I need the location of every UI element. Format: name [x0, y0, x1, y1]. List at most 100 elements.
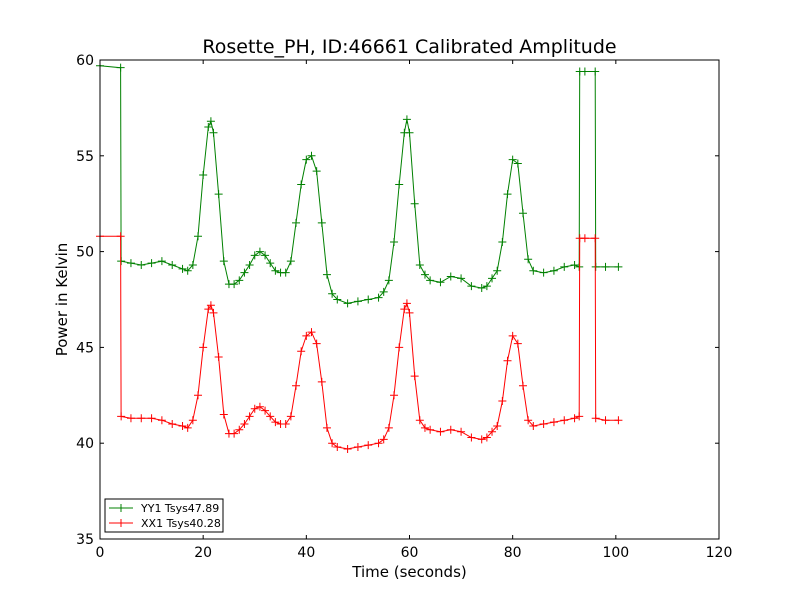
series-1-point — [560, 416, 569, 425]
series-1-point — [209, 308, 218, 317]
series-1-point — [292, 381, 301, 390]
tick-layer: 0 20 40 60 80 100 120 35 40 45 50 55 60 — [76, 53, 732, 561]
series-0-point — [137, 261, 146, 270]
series-1-point — [353, 443, 362, 452]
series-0-point — [415, 261, 424, 270]
series-0-point — [183, 266, 192, 275]
series-1-point — [219, 410, 228, 419]
series-1-point — [168, 420, 177, 429]
series-0-point — [214, 190, 223, 199]
series-0-point — [168, 261, 177, 270]
series-1-point — [575, 412, 584, 421]
y-tick-label: 45 — [76, 340, 94, 356]
series-0-point — [178, 264, 187, 273]
series-1-point — [343, 444, 352, 453]
series-0-point — [333, 295, 342, 304]
series-0-point — [219, 257, 228, 266]
series-0-point — [209, 128, 218, 137]
series-1-point — [266, 412, 275, 421]
series-1-point — [390, 391, 399, 400]
series-0-point — [614, 262, 623, 271]
series-0-point — [457, 274, 466, 283]
series-1-point — [364, 441, 373, 450]
series-1-point — [498, 397, 507, 406]
series-0-point — [126, 259, 135, 268]
series-0-point — [477, 284, 486, 293]
series-1-point — [513, 339, 522, 348]
series-0-point — [524, 255, 533, 264]
series-0-point — [297, 180, 306, 189]
series-1-point — [235, 425, 244, 434]
series-0-point — [116, 63, 125, 72]
series-0-point — [601, 262, 610, 271]
series-0-point — [302, 155, 311, 164]
series-1-point — [405, 308, 414, 317]
series-0-point — [560, 262, 569, 271]
series-1-point — [116, 232, 125, 241]
series-0-point — [379, 287, 388, 296]
series-0-point — [250, 251, 259, 260]
series-1-point — [436, 427, 445, 436]
series-1-point — [230, 429, 239, 438]
series-0-point — [498, 238, 507, 247]
series-1-point — [524, 416, 533, 425]
series-1-point — [395, 343, 404, 352]
series-0-point — [206, 117, 215, 126]
series-0-point — [245, 261, 254, 270]
series-0-point — [446, 272, 455, 281]
series-1-point — [312, 339, 321, 348]
series-1 — [96, 232, 623, 453]
x-tick-label: 80 — [504, 545, 522, 561]
series-1-point — [271, 418, 280, 427]
series-1-point — [240, 420, 249, 429]
series-0-point — [353, 297, 362, 306]
series-1-point — [250, 404, 259, 413]
series-1-point — [333, 443, 342, 452]
series-0-point — [503, 190, 512, 199]
series-1-point — [591, 414, 600, 423]
series-0-point — [549, 266, 558, 275]
series-1-point — [302, 331, 311, 340]
series-0-point — [467, 282, 476, 291]
series-1-point — [317, 377, 326, 386]
series-0-point — [286, 257, 295, 266]
series-1-point — [157, 416, 166, 425]
series-0-point — [312, 167, 321, 176]
series-1-point — [580, 234, 589, 243]
series-0-point — [482, 282, 491, 291]
series-1-point — [297, 347, 306, 356]
x-tick-label: 0 — [96, 545, 105, 561]
series-0-point — [255, 247, 264, 256]
series-0-point — [395, 180, 404, 189]
series-1-point — [508, 331, 517, 340]
series-0-point — [307, 151, 316, 160]
series-1-point — [549, 418, 558, 427]
series-1-point — [410, 372, 419, 381]
series-0-point — [364, 295, 373, 304]
series-1-point — [281, 420, 290, 429]
series-1-point — [374, 439, 383, 448]
series-layer — [96, 61, 623, 453]
legend-label-xx1: XX1 Tsys40.28 — [141, 517, 221, 530]
y-tick-label: 55 — [76, 149, 94, 165]
y-tick-label: 50 — [76, 245, 94, 261]
legend: YY1 Tsys47.89 XX1 Tsys40.28 — [104, 498, 224, 533]
series-1-point — [126, 414, 135, 423]
series-1-point — [183, 423, 192, 432]
series-0-point — [539, 268, 548, 277]
series-1-point — [261, 406, 270, 415]
x-tick-label: 40 — [297, 545, 315, 561]
series-1-point — [503, 356, 512, 365]
series-0-point — [271, 266, 280, 275]
series-0-point — [402, 115, 411, 124]
legend-box — [104, 498, 224, 533]
series-1-point — [199, 343, 208, 352]
series-0-point — [493, 266, 502, 275]
series-1-point — [328, 439, 337, 448]
series-1-point — [286, 412, 295, 421]
series-0-point — [384, 276, 393, 285]
series-1-point — [477, 435, 486, 444]
series-1-point — [570, 414, 579, 423]
series-1-point — [117, 412, 126, 421]
